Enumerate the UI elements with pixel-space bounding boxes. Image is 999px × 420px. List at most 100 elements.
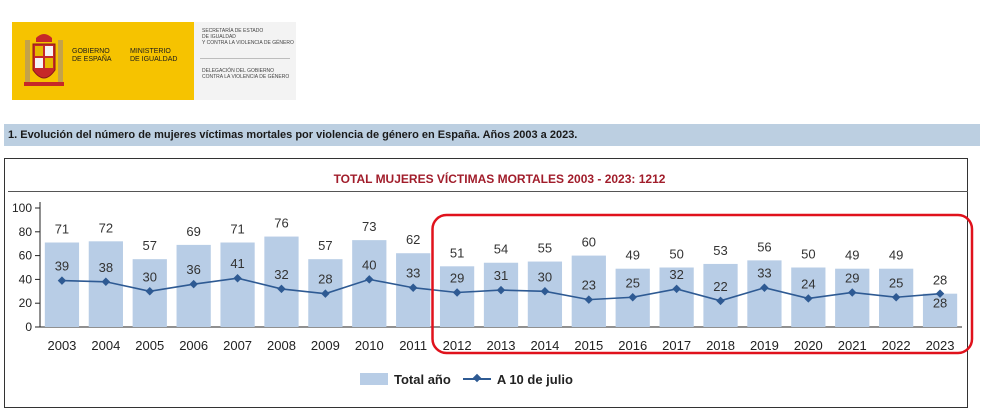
bar xyxy=(220,242,255,327)
x-tick-label: 2005 xyxy=(135,338,164,353)
line-marker xyxy=(233,273,242,283)
line-value-label: 28 xyxy=(933,296,947,311)
x-tick-label: 2003 xyxy=(47,338,76,353)
legend-item-july: A 10 de julio xyxy=(462,371,573,387)
bar-value-label: 54 xyxy=(494,242,508,257)
chart-legend: Total año A 10 de julio xyxy=(360,370,573,388)
bar-value-label: 55 xyxy=(538,241,552,256)
line-value-label: 29 xyxy=(450,270,464,285)
ministerio-line2: DE IGUALDAD xyxy=(130,56,178,63)
line-value-label: 33 xyxy=(406,266,420,281)
secretaria-line1: SECRETARÍA DE ESTADO xyxy=(202,28,264,34)
bar-value-label: 62 xyxy=(406,232,420,247)
line-value-label: 28 xyxy=(318,272,332,287)
x-tick-label: 2020 xyxy=(794,338,823,353)
highlight-box xyxy=(431,213,974,355)
bar xyxy=(483,262,519,327)
bar-value-label: 50 xyxy=(801,247,815,262)
line-value-label: 25 xyxy=(889,275,903,290)
line-value-label: 38 xyxy=(99,260,113,275)
line-value-label: 22 xyxy=(713,279,727,294)
line-marker xyxy=(189,279,198,289)
bar xyxy=(659,267,694,327)
line-value-label: 23 xyxy=(582,278,596,293)
bar-value-label: 71 xyxy=(55,222,69,237)
x-tick-label: 2019 xyxy=(750,338,779,353)
x-tick-label: 2023 xyxy=(926,338,955,353)
coat-of-arms-icon xyxy=(24,34,64,86)
bar xyxy=(835,268,870,327)
x-tick-label: 2010 xyxy=(355,338,384,353)
bar xyxy=(922,293,958,327)
y-tick-label: 60 xyxy=(19,249,33,263)
line-marker xyxy=(277,284,286,294)
line-value-label: 32 xyxy=(669,267,683,282)
bar-value-label: 73 xyxy=(362,219,376,234)
section-title: 1. Evolución del número de mujeres vícti… xyxy=(4,124,980,146)
x-tick-label: 2014 xyxy=(530,338,559,353)
line-marker xyxy=(496,285,506,295)
bar-value-label: 51 xyxy=(450,245,464,260)
line-marker xyxy=(145,287,155,296)
legend-bar-swatch xyxy=(360,373,388,385)
bar-value-label: 71 xyxy=(230,222,244,237)
bar-value-label: 28 xyxy=(933,273,947,288)
line-marker xyxy=(804,294,813,303)
logo-right-block: SECRETARÍA DE ESTADO DE IGUALDAD Y CONTR… xyxy=(194,22,296,100)
x-tick-label: 2015 xyxy=(574,338,603,353)
line-marker xyxy=(628,293,637,302)
line-marker xyxy=(321,289,330,298)
bar xyxy=(571,255,606,327)
bar-value-label: 76 xyxy=(274,216,288,231)
x-tick-label: 2021 xyxy=(838,338,867,353)
bar xyxy=(703,263,738,327)
bar xyxy=(747,260,782,327)
line-marker xyxy=(408,283,418,292)
bar-value-label: 49 xyxy=(889,248,903,263)
bar-value-label: 57 xyxy=(143,238,157,253)
delegacion-line1: DELEGACIÓN DEL GOBIERNO xyxy=(202,68,275,74)
legend-label-total: Total año xyxy=(394,371,451,387)
gobierno-line1: GOBIERNO xyxy=(72,48,110,55)
line-value-label: 30 xyxy=(538,269,552,284)
line-value-label: 36 xyxy=(186,262,200,277)
x-tick-label: 2008 xyxy=(267,338,296,353)
ministerio-line1: MINISTERIO xyxy=(130,48,171,55)
bar-value-label: 49 xyxy=(625,248,639,263)
logo-yellow-block: GOBIERNO DE ESPAÑA MINISTERIO DE IGUALDA… xyxy=(12,22,194,100)
line-marker xyxy=(847,288,857,297)
x-tick-label: 2006 xyxy=(179,338,208,353)
line-marker xyxy=(101,277,111,287)
bar-value-label: 57 xyxy=(318,238,332,253)
y-tick-label: 80 xyxy=(19,225,33,239)
gobierno-line2: DE ESPAÑA xyxy=(72,56,112,63)
x-tick-label: 2013 xyxy=(487,338,516,353)
bar-value-label: 53 xyxy=(713,243,727,258)
bar xyxy=(264,236,299,327)
chart-title: TOTAL MUJERES VÍCTIMAS MORTALES 2003 - 2… xyxy=(333,172,666,186)
line-value-label: 40 xyxy=(362,257,376,272)
bar-value-label: 69 xyxy=(186,224,200,239)
x-tick-label: 2004 xyxy=(91,338,120,353)
line-marker xyxy=(935,289,945,298)
line-marker xyxy=(716,296,725,306)
x-tick-label: 2018 xyxy=(706,338,735,353)
line-marker xyxy=(540,287,550,296)
line-value-label: 39 xyxy=(55,259,69,274)
line-marker xyxy=(760,283,769,292)
y-tick-label: 100 xyxy=(12,201,32,215)
chart-title-rule xyxy=(8,191,968,192)
y-tick-label: 40 xyxy=(19,272,33,286)
bar-value-label: 49 xyxy=(845,248,859,263)
x-tick-label: 2011 xyxy=(399,338,427,353)
line-value-label: 32 xyxy=(274,267,288,282)
line-marker xyxy=(891,293,901,302)
line-marker xyxy=(57,276,67,285)
ministry-logo: GOBIERNO DE ESPAÑA MINISTERIO DE IGUALDA… xyxy=(12,22,296,100)
x-tick-label: 2017 xyxy=(662,338,691,353)
secretaria-line2: DE IGUALDAD xyxy=(202,34,236,40)
legend-label-july: A 10 de julio xyxy=(496,371,573,387)
line-marker xyxy=(365,275,374,284)
y-tick-label: 0 xyxy=(25,320,32,334)
